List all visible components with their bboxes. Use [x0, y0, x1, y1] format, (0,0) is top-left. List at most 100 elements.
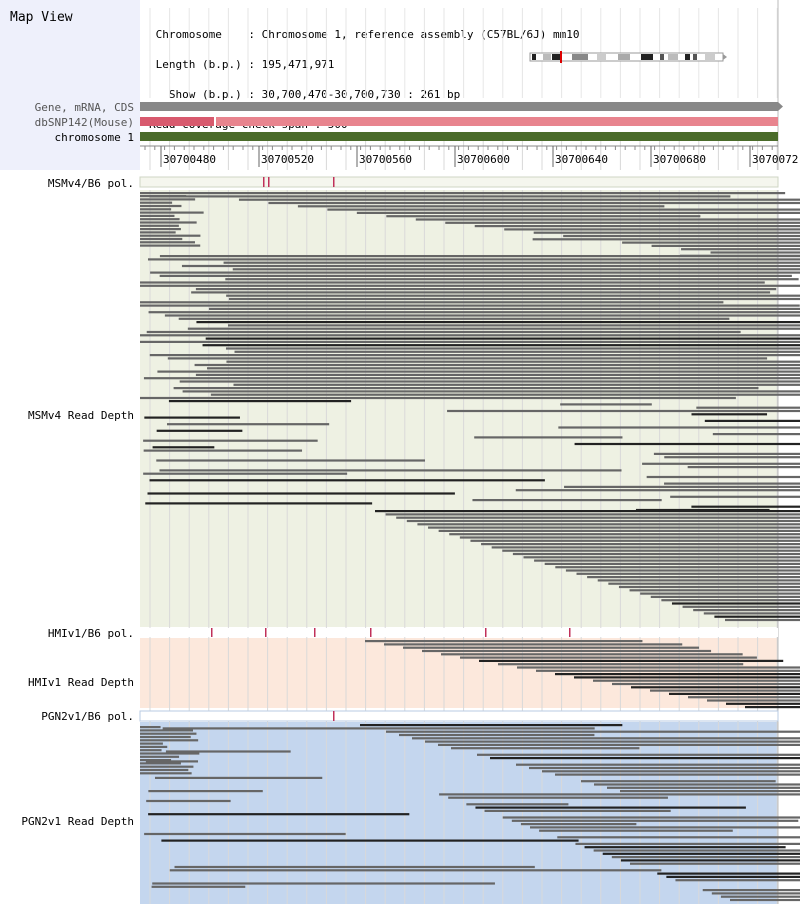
ideogram-band — [532, 54, 536, 60]
pgn-read — [466, 803, 569, 806]
pgn-pol-label: PGN2v1/B6 pol. — [41, 710, 134, 723]
msm-read — [356, 211, 800, 214]
ideogram-arrow — [723, 54, 727, 60]
msm-read — [166, 423, 330, 426]
msm-read — [233, 383, 800, 386]
msm-read — [327, 208, 800, 211]
pgn-read — [140, 762, 181, 765]
msm-read — [140, 218, 180, 221]
ideogram-band — [552, 54, 561, 60]
msm-read — [140, 244, 201, 247]
hmi-read — [498, 663, 744, 666]
msm-read — [208, 307, 800, 310]
msm-read — [140, 281, 765, 284]
hmi-read — [365, 640, 643, 643]
msm-read — [159, 274, 792, 277]
msm-read — [143, 377, 800, 380]
msm-read — [385, 513, 800, 516]
pgn-read — [711, 892, 800, 895]
msm-read — [196, 321, 800, 324]
msm-read — [140, 237, 183, 241]
msm-read — [152, 446, 215, 449]
ideogram-band — [705, 54, 715, 60]
hmi-pol-label: HMIv1/B6 pol. — [47, 627, 134, 640]
msm-read — [159, 469, 622, 472]
msm-read — [703, 612, 800, 615]
pgn-read — [151, 885, 246, 888]
pgn-read — [140, 752, 200, 755]
msm-read — [640, 592, 800, 595]
pgn-read — [425, 740, 800, 743]
pgn-read — [520, 823, 637, 826]
msm-read — [428, 526, 800, 529]
msm-read — [587, 576, 800, 579]
msm-read — [195, 288, 777, 291]
msm-read — [140, 334, 800, 337]
msm-read — [191, 291, 771, 294]
msm-read — [533, 231, 800, 234]
msm-read — [417, 523, 800, 526]
show-range-line: Show (b.p.) : 30,700,470-30,700,730 : 26… — [149, 88, 461, 101]
msm-read — [474, 436, 623, 439]
pgn-read — [140, 759, 172, 762]
msm-read — [140, 284, 800, 287]
msm-read — [150, 271, 800, 274]
hmi-read — [593, 679, 800, 682]
pgn-read — [140, 755, 180, 758]
pgn-read — [484, 809, 671, 812]
msm-read — [687, 466, 800, 469]
pgn-read — [730, 898, 800, 902]
pgn-read — [657, 872, 800, 875]
msm-read — [143, 472, 348, 475]
msm-read — [195, 373, 800, 376]
axis-tick-label: 3070072 — [752, 153, 799, 166]
msm-read — [226, 294, 800, 297]
msm-read — [406, 519, 800, 523]
snp-marker — [211, 628, 213, 637]
axis-tick-label: 30700560 — [359, 153, 412, 166]
msm-read — [650, 595, 800, 598]
msm-read — [375, 510, 800, 513]
msm-read — [147, 258, 800, 261]
hmi-read — [574, 676, 800, 679]
pgn-read — [169, 869, 662, 872]
pgn-read — [162, 727, 595, 730]
msm-read — [146, 330, 741, 334]
pgn-read — [145, 760, 199, 763]
pgn-read — [530, 826, 800, 829]
msm-read — [167, 357, 768, 360]
pgn-read — [152, 882, 495, 885]
pgn-read — [140, 745, 168, 748]
msm-read — [396, 516, 800, 519]
pgn-read — [502, 816, 800, 819]
msm-read — [564, 485, 800, 488]
left-label-panel-lower — [0, 190, 140, 904]
page-title: Map View — [10, 10, 73, 25]
msm-read — [178, 317, 730, 320]
hmi-read — [745, 706, 800, 709]
snp-marker — [370, 628, 372, 637]
pgn-read — [620, 859, 800, 862]
msm-read — [574, 442, 800, 446]
msm-read — [156, 429, 243, 432]
msm-read — [558, 426, 800, 429]
pgn-read — [511, 819, 799, 822]
hmi-read — [422, 649, 712, 653]
msm-read — [143, 439, 318, 442]
chromosome-bar — [140, 132, 778, 141]
msm-read — [646, 475, 800, 479]
msm-read — [502, 549, 800, 552]
msm-read — [618, 585, 800, 589]
ideogram-band — [597, 54, 606, 60]
msm-read — [144, 416, 240, 419]
msm-read — [181, 264, 800, 268]
msm-pol-track — [139, 176, 779, 188]
hmi-depth-label: HMIv1 Read Depth — [28, 676, 134, 689]
msm-read — [714, 615, 800, 618]
axis-tick-label: 30700680 — [653, 153, 706, 166]
pgn-read — [140, 742, 163, 745]
pgn-read — [555, 773, 800, 776]
msm-read — [147, 492, 455, 495]
snp-marker — [265, 628, 267, 637]
